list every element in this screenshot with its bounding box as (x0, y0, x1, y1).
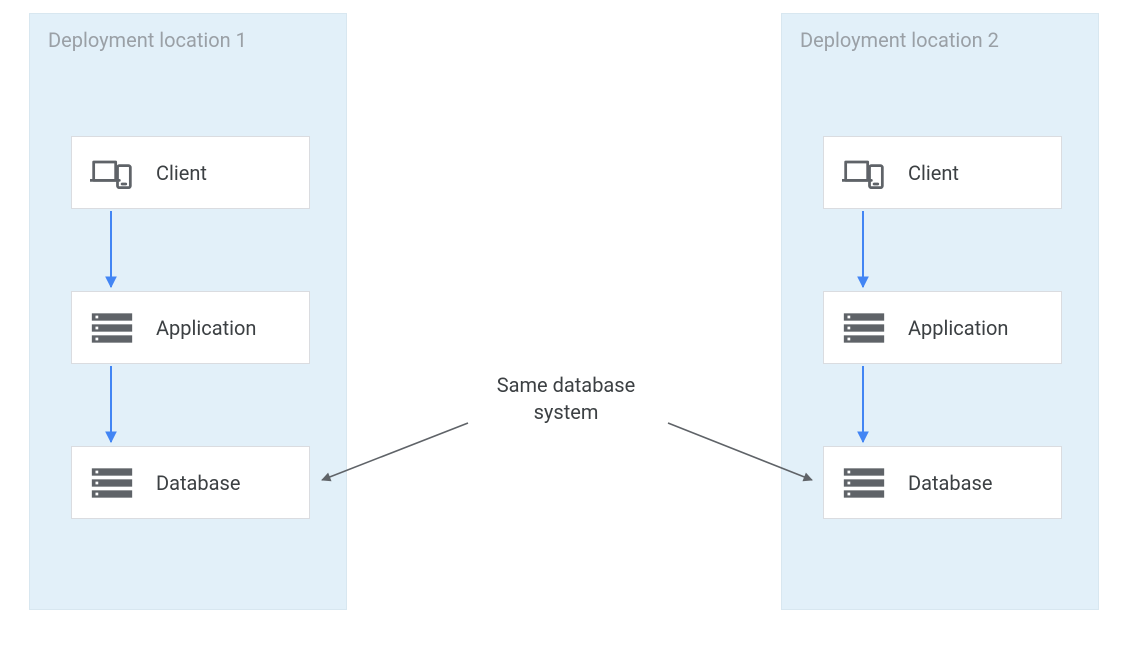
server-icon (90, 311, 134, 345)
server-icon (842, 311, 886, 345)
server-icon (90, 466, 134, 500)
annotation-line2: system (456, 399, 676, 426)
deployment-region-title: Deployment location 1 (48, 28, 247, 52)
server-icon (842, 466, 886, 500)
node-l_client: Client (71, 136, 310, 209)
devices-icon (90, 156, 134, 190)
node-label: Database (908, 471, 992, 495)
node-label: Client (908, 161, 959, 185)
node-l_db: Database (71, 446, 310, 519)
node-r_app: Application (823, 291, 1062, 364)
annotation-text: Same databasesystem (456, 372, 676, 426)
devices-icon (842, 156, 886, 190)
node-l_app: Application (71, 291, 310, 364)
node-r_db: Database (823, 446, 1062, 519)
node-label: Database (156, 471, 240, 495)
node-label: Client (156, 161, 207, 185)
node-label: Application (908, 316, 1008, 340)
deployment-region-title: Deployment location 2 (800, 28, 999, 52)
node-label: Application (156, 316, 256, 340)
annotation-line1: Same database (456, 372, 676, 399)
node-r_client: Client (823, 136, 1062, 209)
